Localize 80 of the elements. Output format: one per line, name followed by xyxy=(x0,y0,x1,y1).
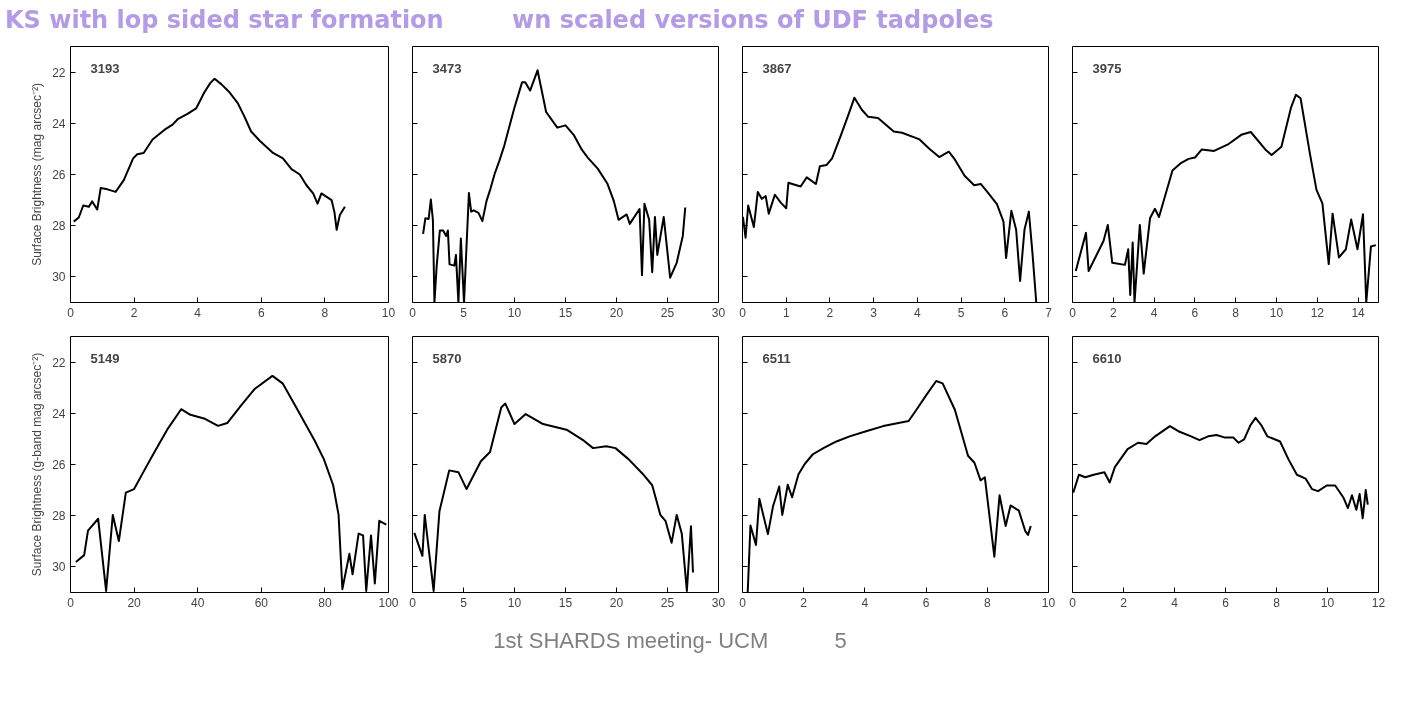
x-tick-label: 5 xyxy=(460,595,468,610)
line-series xyxy=(72,77,346,231)
x-tick-label: 25 xyxy=(660,595,675,610)
x-tick-label: 30 xyxy=(711,595,726,610)
x-tick-label: 3 xyxy=(870,305,878,320)
x-tick-label: 40 xyxy=(191,595,205,610)
x-tick-label: 1 xyxy=(782,305,790,320)
y-tick-label: 24 xyxy=(52,406,66,421)
x-tick-label: 15 xyxy=(558,305,573,320)
x-tick-label: 0 xyxy=(67,595,75,610)
y-tick-label: 22 xyxy=(52,355,66,370)
x-tick-label: 10 xyxy=(1320,595,1335,610)
text: 5 xyxy=(834,628,847,653)
x-tick-label: 20 xyxy=(609,595,624,610)
x-tick-label: 20 xyxy=(609,305,624,320)
y-tick-label: 28 xyxy=(52,219,66,234)
x-tick-label: 2 xyxy=(826,305,834,320)
text: 1st SHARDS meeting- UCM xyxy=(493,628,769,653)
text: 3193 xyxy=(90,60,120,76)
text: 6511 xyxy=(762,350,791,366)
x-tick-label: 0 xyxy=(1069,595,1077,610)
x-tick-label: 6 xyxy=(1191,305,1199,320)
x-tick-label: 5 xyxy=(957,305,965,320)
x-tick-label: 30 xyxy=(711,305,726,320)
x-tick-label: 4 xyxy=(194,305,202,320)
x-tick-label: 8 xyxy=(1232,305,1240,320)
x-tick-label: 10 xyxy=(507,305,522,320)
x-tick-label: 6 xyxy=(1001,305,1009,320)
y-tick-label: 28 xyxy=(52,509,66,524)
x-tick-label: 14 xyxy=(1351,305,1366,320)
text: 3975 xyxy=(1092,60,1122,76)
x-tick-label: 4 xyxy=(861,595,869,610)
x-tick-label: 8 xyxy=(321,305,329,320)
y-tick-label: 24 xyxy=(52,116,66,131)
text: 3867 xyxy=(762,60,792,76)
text: 6610 xyxy=(1092,350,1122,366)
x-tick-label: 25 xyxy=(660,305,675,320)
y-tick-label: 26 xyxy=(52,458,66,472)
x-tick-label: 100 xyxy=(378,595,399,610)
x-tick-label: 10 xyxy=(1041,595,1056,610)
x-tick-label: 2 xyxy=(130,305,138,320)
x-tick-label: 0 xyxy=(739,595,747,610)
x-tick-label: 15 xyxy=(558,595,573,610)
x-tick-label: 4 xyxy=(1150,305,1158,320)
y-tick-label: 22 xyxy=(52,65,66,80)
x-tick-label: 12 xyxy=(1310,305,1325,320)
text: 3473 xyxy=(432,60,462,76)
x-tick-label: 2 xyxy=(1109,305,1117,320)
y-axis-title: Surface Brightness (g-band mag arcsec⁻²) xyxy=(30,352,45,577)
text: 5870 xyxy=(432,350,462,366)
text: wn scaled versions of UDF tadpoles xyxy=(512,6,994,34)
x-tick-label: 20 xyxy=(127,595,142,610)
x-tick-label: 0 xyxy=(1069,305,1077,320)
x-tick-label: 10 xyxy=(507,595,522,610)
x-tick-label: 6 xyxy=(257,305,265,320)
x-tick-label: 12 xyxy=(1371,595,1386,610)
y-tick-label: 26 xyxy=(52,168,66,182)
text: KS with lop sided star formation xyxy=(5,6,444,34)
y-axis-title: Surface Brightness (mag arcsec⁻²) xyxy=(30,83,45,266)
x-tick-label: 2 xyxy=(1120,595,1128,610)
x-tick-label: 0 xyxy=(409,595,417,610)
x-tick-label: 8 xyxy=(1273,595,1281,610)
x-tick-label: 4 xyxy=(1171,595,1179,610)
x-tick-label: 0 xyxy=(67,305,75,320)
x-tick-label: 8 xyxy=(983,595,991,610)
x-tick-label: 2 xyxy=(800,595,808,610)
x-tick-label: 10 xyxy=(381,305,396,320)
x-tick-label: 7 xyxy=(1045,305,1053,320)
x-tick-label: 6 xyxy=(922,595,930,610)
x-tick-label: 5 xyxy=(460,305,468,320)
y-tick-label: 30 xyxy=(52,270,66,285)
x-tick-label: 0 xyxy=(739,305,747,320)
x-tick-label: 80 xyxy=(318,595,332,610)
x-tick-label: 0 xyxy=(409,305,417,320)
x-tick-label: 10 xyxy=(1269,305,1284,320)
y-tick-label: 30 xyxy=(52,560,66,575)
x-tick-label: 60 xyxy=(254,595,269,610)
x-tick-label: 6 xyxy=(1222,595,1230,610)
x-tick-label: 4 xyxy=(914,305,922,320)
text: 5149 xyxy=(90,350,120,366)
